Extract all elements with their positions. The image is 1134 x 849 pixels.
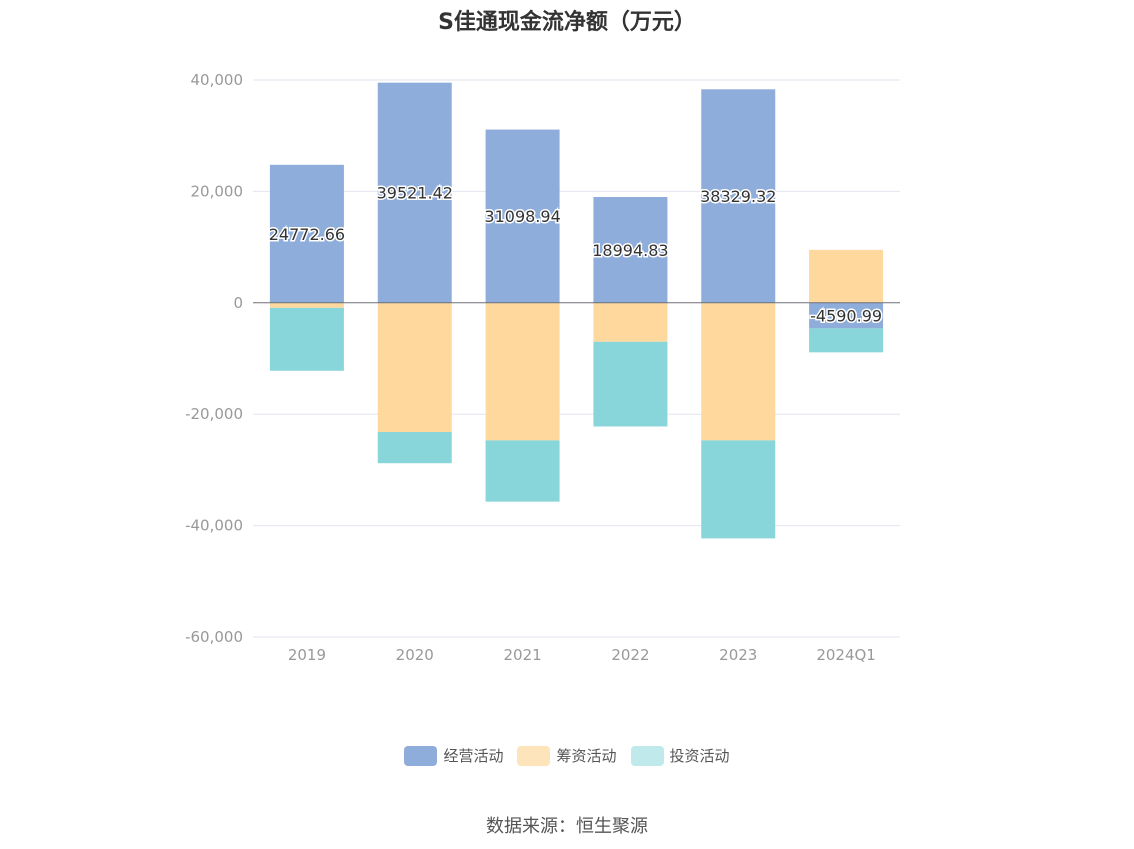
data-label-2023: 38329.32 <box>700 187 776 206</box>
bar-2019-series-2 <box>269 307 344 371</box>
data-label-2022: 18994.83 <box>592 241 668 260</box>
legend-item-operating[interactable]: 经营活动 <box>404 745 503 766</box>
x-tick-label: 2023 <box>719 646 757 664</box>
y-tick-label: -40,000 <box>185 517 243 535</box>
y-tick-label: 40,000 <box>191 71 244 89</box>
legend-swatch-investing <box>630 745 664 766</box>
y-tick-label: -60,000 <box>185 628 243 646</box>
y-tick-label: 20,000 <box>191 182 244 200</box>
y-tick-label: -20,000 <box>185 405 243 423</box>
data-label-2020: 39521.42 <box>377 184 453 203</box>
bar-2021-series-0 <box>485 129 560 303</box>
legend-item-investing[interactable]: 投资活动 <box>630 745 730 766</box>
x-tick-label: 2022 <box>611 646 649 664</box>
legend-swatch-operating <box>404 745 438 766</box>
legend-label-operating: 经营活动 <box>443 747 504 765</box>
bar-2020-series-1 <box>377 302 452 433</box>
bar-2020-series-0 <box>377 82 452 303</box>
bar-2023-series-1 <box>701 302 776 441</box>
bar-2023-series-2 <box>701 440 776 539</box>
chart-legend: 经营活动 筹资活动 投资活动 <box>0 745 1134 766</box>
data-label-2019: 24772.66 <box>269 225 345 244</box>
bar-2024Q1-series-1 <box>809 249 884 303</box>
bar-2022-series-0 <box>593 196 668 303</box>
bar-2019-series-1 <box>269 302 344 308</box>
x-tick-label: 2019 <box>288 646 326 664</box>
bar-2022-series-2 <box>593 341 668 427</box>
bar-2024Q1-series-0 <box>809 302 884 329</box>
data-label-2024Q1: -4590.99 <box>810 307 882 326</box>
bar-2020-series-2 <box>377 432 452 464</box>
x-tick-label: 2020 <box>396 646 434 664</box>
chart-title: S佳通现金流净额（万元） <box>438 10 696 35</box>
y-tick-label: 0 <box>233 294 243 312</box>
legend-item-financing[interactable]: 筹资活动 <box>517 745 617 766</box>
legend-swatch-financing <box>517 745 551 766</box>
x-tick-label: 2021 <box>503 646 541 664</box>
legend-label-financing: 筹资活动 <box>556 747 617 765</box>
legend-label-investing: 投资活动 <box>669 747 730 765</box>
bar-2019-series-0 <box>269 164 344 303</box>
x-tick-label: 2024Q1 <box>816 646 876 664</box>
data-label-2021: 31098.94 <box>484 207 560 226</box>
bar-2021-series-1 <box>485 302 560 441</box>
bar-2021-series-2 <box>485 440 560 502</box>
bar-2023-series-0 <box>701 89 776 303</box>
data-source: 数据来源：恒生聚源 <box>486 816 648 837</box>
bar-2022-series-1 <box>593 302 668 342</box>
bar-2024Q1-series-2 <box>809 328 884 353</box>
